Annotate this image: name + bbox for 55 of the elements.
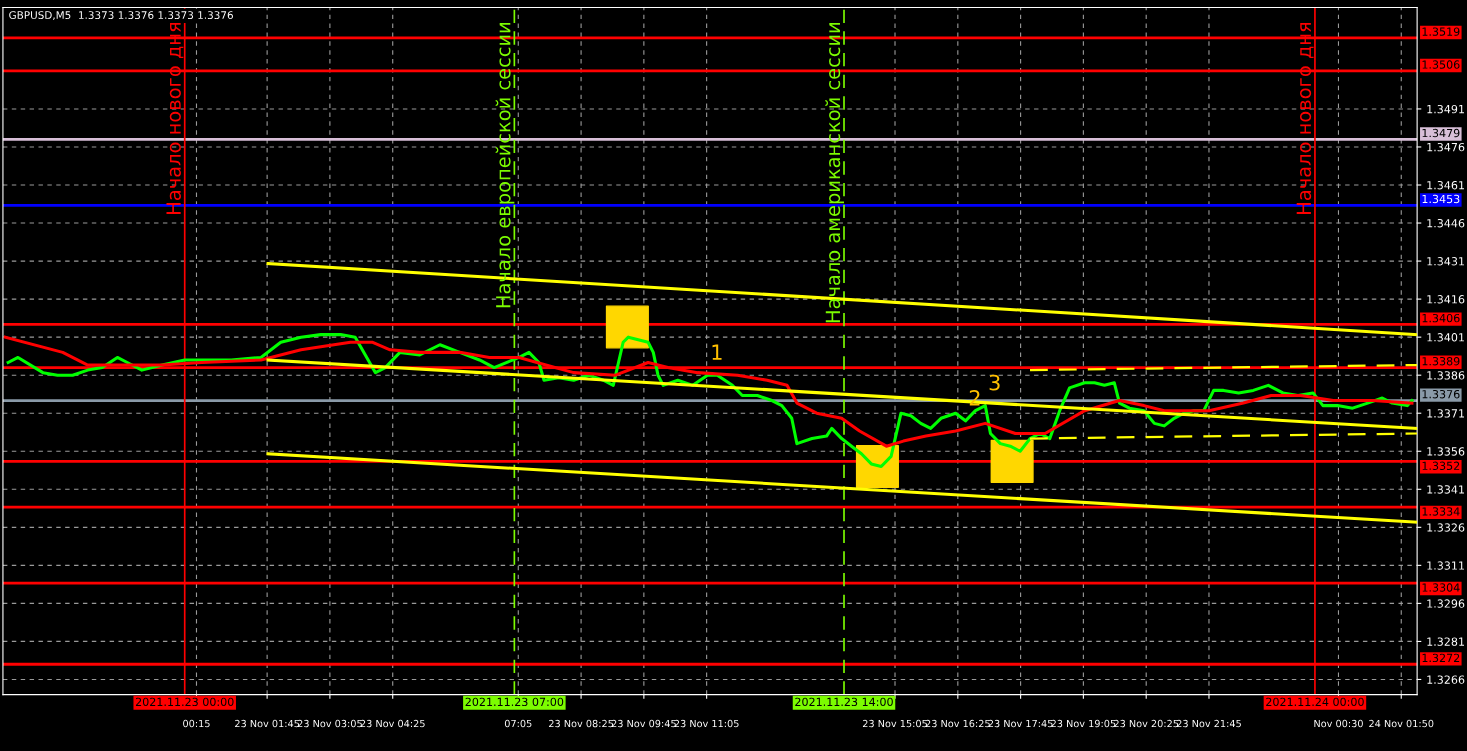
x-tick-label: 23 Nov 09:45 (611, 719, 676, 728)
ref-line-label: 1.3519 (1422, 27, 1460, 36)
x-tick-label: 23 Nov 21:45 (1176, 719, 1241, 728)
ref-line-label: 1.3376 (1422, 389, 1460, 399)
x-tick-label: Nov 00:30 (1314, 719, 1363, 728)
ref-line-label: 1.3304 (1422, 583, 1460, 592)
y-tick-label: 1.3476 (1427, 142, 1465, 152)
ref-line-label: Начало нового дня (1296, 22, 1314, 214)
y-tick-label: 1.3356 (1427, 447, 1465, 456)
ref-line-label: 1.3334 (1422, 507, 1460, 516)
ref-line-label: 1.3272 (1422, 653, 1460, 663)
y-tick-label: 1.3491 (1427, 104, 1464, 114)
annotation: 1 (712, 344, 722, 360)
y-tick-label: 1.3431 (1427, 257, 1464, 266)
ref-line-label: 1.3389 (1422, 357, 1460, 366)
annotation: 2021.11.23 07:00 (465, 697, 564, 707)
ref-line-label: Начало американской сессии (825, 23, 845, 323)
x-tick-label: 23 Nov 19:05 (1051, 719, 1116, 728)
y-tick-label: 1.3386 (1427, 371, 1465, 380)
ref-line-label: Начало европейской сессии (495, 23, 515, 308)
ref-line-label: Начало нового дня (166, 22, 184, 214)
x-tick-label: 00:15 (183, 719, 210, 728)
y-tick-label: 1.3416 (1427, 295, 1465, 304)
annotation: 2021.11.23 14:00 (795, 697, 893, 707)
ref-line-label: 1.3506 (1422, 60, 1460, 69)
y-tick-label: 1.3266 (1427, 675, 1465, 684)
annotation: 3 (989, 374, 1000, 391)
ref-line-label: 1.3352 (1422, 461, 1460, 470)
point (990, 439, 1034, 483)
chart-title: GBPUSD,M5 1.3373 1.3376 1.3373 1.3376 (9, 11, 233, 21)
ref-line-label: 1.3453 (1422, 194, 1460, 204)
x-tick-label: 23 Nov 01:45 (235, 719, 300, 728)
y-tick-label: 1.3401 (1427, 333, 1464, 342)
x-tick-label: 23 Nov 16:25 (925, 719, 990, 728)
y-tick-label: 1.3461 (1427, 180, 1464, 190)
y-tick-label: 1.3326 (1427, 523, 1465, 532)
ref-line-label: 1.3406 (1422, 313, 1460, 323)
y-tick-label: 1.3296 (1427, 599, 1465, 608)
x-tick-label: 07:05 (504, 719, 532, 728)
x-tick-label: 23 Nov 03:05 (297, 719, 362, 728)
ref-line-label: 1.3479 (1422, 128, 1460, 138)
point (605, 305, 649, 349)
y-tick-label: 1.3371 (1427, 409, 1464, 418)
x-tick-label: 23 Nov 15:05 (862, 719, 927, 728)
y-tick-label: 1.3341 (1427, 485, 1464, 494)
annotation: 2021.11.23 00:00 (135, 697, 234, 707)
y-tick-label: 1.3311 (1427, 561, 1464, 570)
annotation: 2021.11.24 00:00 (1266, 697, 1364, 707)
x-tick-label: 23 Nov 17:45 (988, 719, 1053, 728)
y-tick-label: 1.3281 (1427, 637, 1464, 646)
x-tick-label: 24 Nov 01:50 (1369, 719, 1434, 728)
x-tick-label: 23 Nov 11:05 (674, 719, 739, 728)
y-tick-label: 1.3446 (1427, 219, 1465, 228)
x-tick-label: 23 Nov 04:25 (360, 719, 425, 728)
x-tick-label: 23 Nov 20:25 (1114, 719, 1179, 728)
